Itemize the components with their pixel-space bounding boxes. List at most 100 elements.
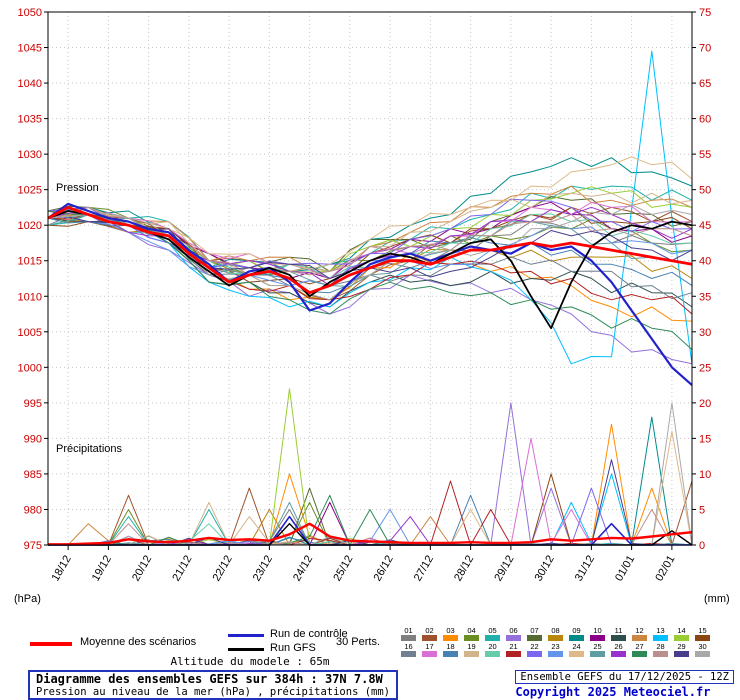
pert-swatch (398, 651, 419, 658)
pert-number: 13 (656, 626, 665, 635)
footer: Diagramme des ensembles GEFS sur 384h : … (0, 670, 740, 700)
pert-swatch (461, 651, 482, 658)
svg-text:65: 65 (699, 78, 711, 90)
pert-number: 14 (677, 626, 686, 635)
perts-label: 30 Perts. (336, 636, 381, 648)
control-label: Run de contrôle (270, 628, 348, 640)
pert-swatch (650, 635, 671, 642)
pert-number: 08 (551, 626, 560, 635)
pert-number: 30 (698, 642, 707, 651)
pert-swatch (545, 651, 566, 658)
svg-text:1010: 1010 (18, 291, 42, 303)
pert-number: 05 (488, 626, 497, 635)
pert-number: 27 (635, 642, 644, 651)
pert-swatch (692, 651, 713, 658)
svg-text:990: 990 (24, 433, 42, 445)
copyright-link[interactable]: Copyright 2025 Meteociel.fr (515, 685, 711, 699)
pert-swatch (524, 651, 545, 658)
pert-swatch (482, 651, 503, 658)
svg-text:75: 75 (699, 7, 711, 19)
svg-text:Pression: Pression (56, 182, 99, 194)
svg-text:25: 25 (699, 362, 711, 374)
svg-text:30: 30 (699, 327, 711, 339)
gfs-label: Run GFS (270, 642, 316, 654)
pert-number: 26 (614, 642, 623, 651)
pert-number: 07 (530, 626, 539, 635)
pert-number: 03 (446, 626, 455, 635)
ensemble-chart: 1050104510401035103010251020101510101005… (14, 7, 730, 605)
run-info: Ensemble GEFS du 17/12/2025 - 12Z (515, 670, 734, 684)
pert-number: 17 (425, 642, 434, 651)
svg-text:(hPa): (hPa) (14, 593, 41, 605)
svg-text:55: 55 (699, 149, 711, 161)
legend: Moyenne des scénarios Run de contrôle Ru… (0, 626, 740, 670)
pert-swatch (650, 651, 671, 658)
pert-swatch (629, 651, 650, 658)
pert-swatch (671, 635, 692, 642)
pert-number: 12 (635, 626, 644, 635)
pert-number: 09 (572, 626, 581, 635)
pert-number: 16 (404, 642, 413, 651)
pert-swatch (629, 635, 650, 642)
pert-number: 20 (488, 642, 497, 651)
pert-number-row: 16 17 18 19 20 21 22 23 24 25 26 27 28 29 30 (398, 642, 718, 651)
svg-text:5: 5 (699, 504, 705, 516)
svg-text:60: 60 (699, 114, 711, 126)
pert-swatch (566, 651, 587, 658)
pert-swatch (419, 635, 440, 642)
svg-text:1050: 1050 (18, 7, 42, 19)
svg-text:1005: 1005 (18, 327, 42, 339)
footer-right: Ensemble GEFS du 17/12/2025 - 12Z Copyri… (515, 670, 734, 699)
pert-number: 04 (467, 626, 476, 635)
svg-text:1025: 1025 (18, 185, 42, 197)
pert-number: 22 (530, 642, 539, 651)
pert-swatch (524, 635, 545, 642)
control-line-sample (228, 634, 264, 637)
pert-swatch (440, 635, 461, 642)
svg-text:45: 45 (699, 220, 711, 232)
svg-text:20: 20 (699, 398, 711, 410)
pert-number: 29 (677, 642, 686, 651)
diagram-title: Diagramme des ensembles GEFS sur 384h : … (36, 672, 383, 686)
pert-number: 21 (509, 642, 518, 651)
pert-swatch (482, 635, 503, 642)
diagram-subtitle: Pression au niveau de la mer (hPa) , pré… (36, 686, 391, 698)
svg-text:(mm): (mm) (704, 593, 730, 605)
pert-swatch (587, 651, 608, 658)
pert-number: 11 (614, 626, 623, 635)
svg-text:Précipitations: Précipitations (56, 443, 123, 455)
pert-number: 18 (446, 642, 455, 651)
pert-color-row (398, 651, 718, 658)
footer-info-box: Diagramme des ensembles GEFS sur 384h : … (28, 670, 399, 700)
pert-number: 24 (572, 642, 581, 651)
pert-swatch (608, 651, 629, 658)
pert-number: 23 (551, 642, 560, 651)
svg-text:15: 15 (699, 433, 711, 445)
svg-text:50: 50 (699, 185, 711, 197)
pert-number: 25 (593, 642, 602, 651)
svg-text:985: 985 (24, 469, 42, 481)
pert-swatch (587, 635, 608, 642)
pert-swatch (461, 635, 482, 642)
pert-swatch (503, 635, 524, 642)
svg-text:975: 975 (24, 540, 42, 552)
pert-swatch (440, 651, 461, 658)
altitude-label: Altitude du modele : 65m (170, 655, 330, 668)
pert-swatch (419, 651, 440, 658)
svg-text:1030: 1030 (18, 149, 42, 161)
svg-text:1015: 1015 (18, 256, 42, 268)
svg-text:0: 0 (699, 540, 705, 552)
svg-text:70: 70 (699, 43, 711, 55)
svg-text:995: 995 (24, 398, 42, 410)
pert-number: 19 (467, 642, 476, 651)
mean-line-sample (30, 642, 72, 646)
pert-swatch (671, 651, 692, 658)
svg-text:1035: 1035 (18, 114, 42, 126)
pert-swatch (692, 635, 713, 642)
svg-text:10: 10 (699, 469, 711, 481)
pert-color-row (398, 635, 718, 642)
pert-number: 01 (404, 626, 413, 635)
svg-text:40: 40 (699, 256, 711, 268)
pert-number: 06 (509, 626, 518, 635)
pert-number-row: 01 02 03 04 05 06 07 08 09 10 11 12 13 14 15 (398, 626, 718, 635)
